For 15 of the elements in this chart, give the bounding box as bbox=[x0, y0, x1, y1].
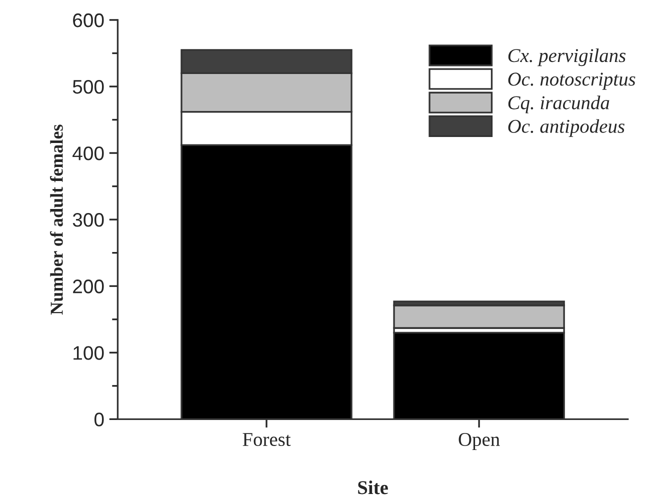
legend-label: Oc. notoscriptus bbox=[508, 72, 636, 90]
legend-label: Oc. antipodeus bbox=[508, 119, 624, 137]
x-tick-label: Open bbox=[458, 432, 500, 450]
y-tick-label: 500 bbox=[72, 80, 104, 94]
y-tick-label: 100 bbox=[74, 346, 104, 360]
y-tick-label: 200 bbox=[73, 280, 104, 294]
x-axis-title: Site bbox=[358, 480, 388, 494]
y-tick-label: 400 bbox=[72, 146, 104, 160]
y-tick-label: 600 bbox=[73, 13, 104, 28]
legend-label: Cx. pervigilans bbox=[508, 48, 626, 66]
x-tick-label: Forest bbox=[242, 433, 291, 446]
legend-label: Cq. iracunda bbox=[508, 96, 610, 114]
y-tick-label: 300 bbox=[72, 213, 104, 227]
y-tick-label: 0 bbox=[94, 412, 104, 426]
y-axis-title: Number of adult females bbox=[50, 124, 63, 315]
